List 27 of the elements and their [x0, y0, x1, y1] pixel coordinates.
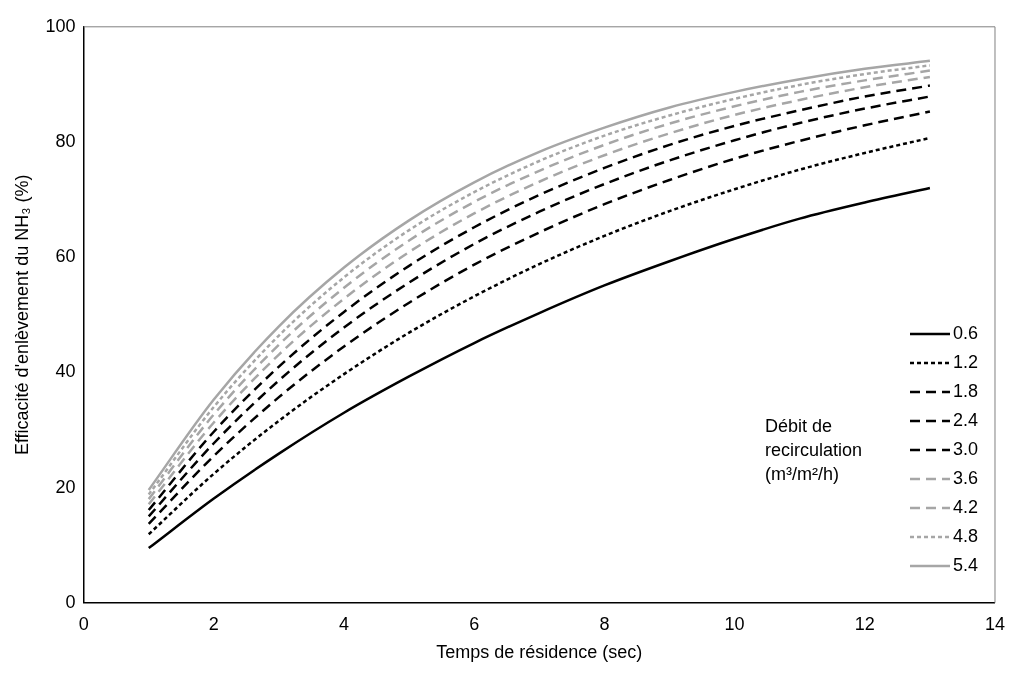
legend-title: Débit de recirculation (m³/m²/h) [764, 414, 863, 486]
y-tick-label: 40 [55, 361, 76, 382]
x-tick-label: 14 [984, 613, 1005, 634]
y-axis-title: Efficacité d'enlèvement du NH₃ (%) [11, 174, 32, 456]
legend-label: 3.0 [952, 439, 978, 460]
x-tick-label: 8 [599, 613, 610, 634]
legend-label: 0.6 [952, 323, 978, 344]
line-series [147, 186, 932, 550]
y-tick-label: 20 [55, 476, 76, 497]
x-tick-label: 12 [854, 613, 875, 634]
x-tick-label: 10 [724, 613, 745, 634]
x-tick-label: 4 [339, 613, 350, 634]
x-tick-label: 6 [469, 613, 480, 634]
legend-label: 1.8 [952, 381, 978, 402]
legend-label: 1.2 [952, 352, 978, 373]
y-tick-label: 100 [45, 15, 76, 36]
legend-label: 4.8 [952, 526, 978, 547]
legend-label: 4.2 [952, 497, 978, 518]
x-tick-label: 0 [78, 613, 89, 634]
y-tick-label: 0 [65, 591, 76, 612]
y-tick-label: 60 [55, 246, 76, 267]
x-axis-title: Temps de résidence (sec) [436, 642, 643, 663]
legend-label: 2.4 [952, 410, 978, 431]
y-tick-label: 80 [55, 130, 76, 151]
legend-label: 5.4 [952, 555, 978, 576]
x-tick-label: 2 [208, 613, 219, 634]
legend-label: 3.6 [952, 468, 978, 489]
